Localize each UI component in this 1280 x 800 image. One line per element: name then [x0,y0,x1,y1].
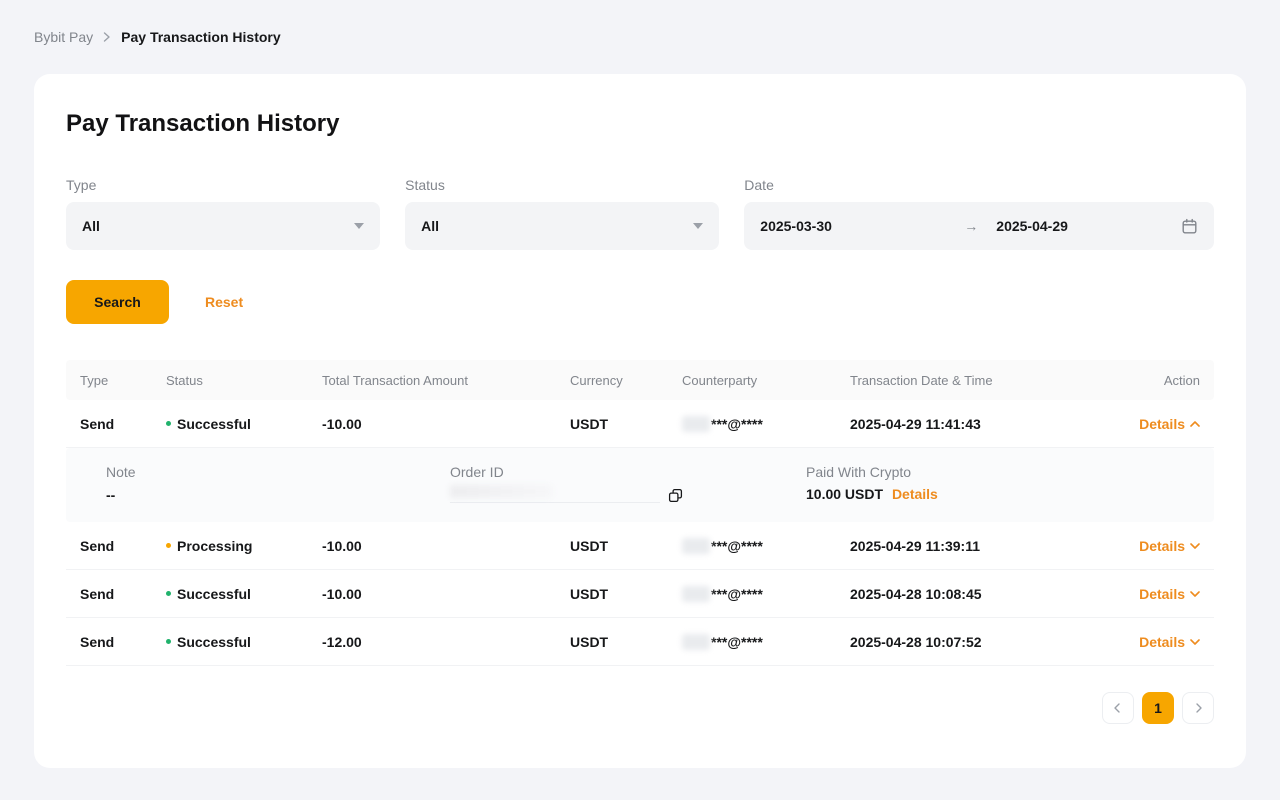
pagination: 1 [66,692,1214,724]
cell-counterparty: ***@**** [682,537,850,554]
page-number-button[interactable]: 1 [1142,692,1174,724]
status-select-value: All [421,218,440,234]
cell-amount: -12.00 [322,633,362,650]
note-value: -- [106,487,116,503]
cell-datetime: 2025-04-28 10:08:45 [850,585,982,602]
note-block: Note -- [106,463,450,522]
header-datetime: Transaction Date & Time [850,372,993,388]
breadcrumb: Bybit Pay Pay Transaction History [0,0,1280,74]
chevron-down-icon [354,223,365,229]
details-button[interactable]: Details [1139,586,1200,602]
date-end-value: 2025-04-29 [996,218,1068,234]
table-row: Send Successful -10.00 USDT ***@**** 202… [66,570,1214,618]
note-label: Note [106,464,136,480]
details-button[interactable]: Details [1139,538,1200,554]
counterparty-redacted [682,585,710,602]
cell-datetime: 2025-04-29 11:41:43 [850,415,981,432]
cell-amount: -10.00 [322,537,362,554]
cell-type: Send [80,537,115,554]
page-title: Pay Transaction History [66,110,340,137]
chevron-left-icon [1114,703,1120,713]
header-action: Action [1163,372,1200,388]
date-start-value: 2025-03-30 [760,218,832,234]
cell-currency: USDT [570,537,609,554]
actions-row: Search Reset [66,280,1214,324]
cell-currency: USDT [570,585,609,602]
arrow-right-icon: → [964,218,979,234]
order-id-value-redacted [450,485,660,503]
date-filter-group: Date 2025-03-30 → 2025-04-29 [744,176,1214,250]
table-row: Send Successful -12.00 USDT ***@**** 202… [66,618,1214,666]
prev-page-button[interactable] [1102,692,1134,724]
cell-amount: -10.00 [322,585,362,602]
status-dot [166,543,171,548]
header-type: Type [80,372,109,388]
chevron-up-icon [1190,420,1200,427]
header-counterparty: Counterparty [682,372,758,388]
status-dot [166,639,171,644]
status-select[interactable]: All [405,202,720,250]
cell-counterparty: ***@**** [682,415,850,432]
details-button[interactable]: Details [1139,634,1200,650]
counterparty-redacted [682,415,710,432]
cell-type: Send [80,633,115,650]
content-card: Pay Transaction History Type All Status … [34,74,1246,768]
status-label: Status [405,177,445,193]
transactions-table: Type Status Total Transaction Amount Cur… [66,360,1214,666]
order-id-label: Order ID [450,464,504,480]
cell-datetime: 2025-04-28 10:07:52 [850,633,982,650]
cell-type: Send [80,585,115,602]
reset-button[interactable]: Reset [205,294,244,310]
date-range-picker[interactable]: 2025-03-30 → 2025-04-29 [744,202,1214,250]
details-button[interactable]: Details [1139,416,1200,432]
cell-status: Successful [166,416,322,432]
breadcrumb-chevron-icon [103,32,111,42]
cell-datetime: 2025-04-29 11:39:11 [850,537,980,554]
cell-amount: -10.00 [322,415,362,432]
order-id-block: Order ID [450,463,806,522]
next-page-button[interactable] [1182,692,1214,724]
status-dot [166,591,171,596]
chevron-down-icon [1190,638,1200,645]
counterparty-redacted [682,633,710,650]
type-filter-group: Type All [66,176,381,250]
status-dot [166,421,171,426]
date-label: Date [744,177,774,193]
chevron-down-icon [1190,542,1200,549]
calendar-icon [1181,218,1198,235]
header-amount: Total Transaction Amount [322,372,468,388]
header-currency: Currency [570,372,623,388]
expanded-detail-panel: Note -- Order ID Paid With Crypto 10.00 … [66,448,1214,522]
status-filter-group: Status All [405,176,720,250]
cell-counterparty: ***@**** [682,585,850,602]
cell-currency: USDT [570,415,609,432]
type-select-value: All [82,218,100,234]
counterparty-redacted [682,537,710,554]
breadcrumb-bybit-pay[interactable]: Bybit Pay [34,29,94,45]
breadcrumb-current: Pay Transaction History [121,29,281,45]
cell-currency: USDT [570,633,609,650]
table-row: Send Processing -10.00 USDT ***@**** 202… [66,522,1214,570]
cell-type: Send [80,415,115,432]
search-button[interactable]: Search [66,280,169,324]
chevron-down-icon [1190,590,1200,597]
paid-amount: 10.00 USDT [806,486,884,502]
paid-details-link[interactable]: Details [891,486,938,502]
chevron-down-icon [693,223,704,229]
paid-with-crypto-block: Paid With Crypto 10.00 USDT Details [806,463,1190,522]
copy-icon[interactable] [668,488,683,503]
cell-status: Processing [166,538,322,554]
table-row: Send Successful -10.00 USDT ***@**** 202… [66,400,1214,448]
filters-row: Type All Status All Date 2025-03-30 → 20… [66,176,1214,250]
table-header-row: Type Status Total Transaction Amount Cur… [66,360,1214,400]
type-label: Type [66,177,97,193]
cell-status: Successful [166,586,322,602]
cell-counterparty: ***@**** [682,633,850,650]
paid-with-crypto-label: Paid With Crypto [806,464,912,480]
type-select[interactable]: All [66,202,381,250]
header-status: Status [166,372,203,388]
chevron-right-icon [1196,703,1202,713]
cell-status: Successful [166,634,322,650]
